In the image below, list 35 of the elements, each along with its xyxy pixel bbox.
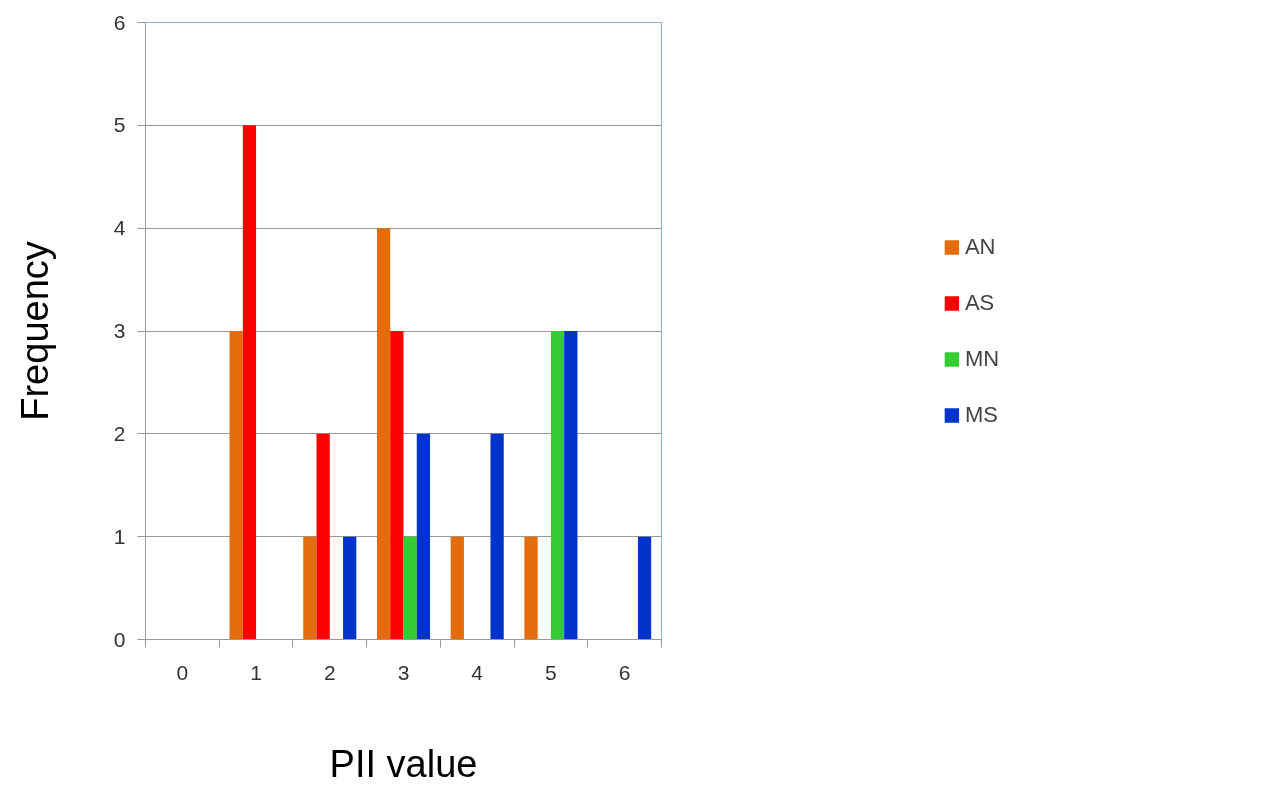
- bar: [490, 433, 504, 640]
- y-tick-label: 5: [113, 113, 126, 137]
- bar: [229, 331, 243, 640]
- y-tick-label: 4: [113, 216, 126, 240]
- bar: [450, 536, 464, 640]
- bar: [564, 331, 578, 640]
- y-axis-title: Frequency: [13, 241, 56, 421]
- bar: [376, 228, 391, 640]
- bar: [637, 536, 652, 640]
- x-tick-label: 4: [471, 660, 484, 684]
- x-tick-label: 6: [618, 660, 631, 684]
- bar: [303, 536, 317, 640]
- bar: [550, 331, 565, 640]
- x-tick-label: 5: [545, 660, 557, 684]
- y-tick-label: 6: [113, 10, 126, 34]
- y-tick-label: 0: [113, 627, 126, 651]
- x-tick-label: 1: [250, 660, 262, 684]
- bar: [390, 331, 404, 640]
- legend-label: MN: [964, 345, 1000, 372]
- x-axis-title: PII value: [329, 742, 478, 785]
- bar: [242, 125, 257, 640]
- bar: [524, 536, 538, 640]
- y-tick-label: 1: [113, 524, 126, 548]
- bar: [416, 433, 431, 640]
- legend-label: AS: [964, 289, 995, 316]
- legend-label: MS: [964, 401, 998, 428]
- x-tick-label: 0: [176, 660, 189, 684]
- x-tick-label: 2: [323, 660, 336, 684]
- bar: [403, 536, 417, 640]
- y-tick-label: 3: [113, 319, 126, 342]
- bar: [343, 536, 357, 640]
- y-tick-label: 2: [113, 421, 126, 445]
- bar: [316, 433, 330, 640]
- x-tick-label: 3: [397, 660, 410, 684]
- legend-label: AN: [964, 233, 996, 260]
